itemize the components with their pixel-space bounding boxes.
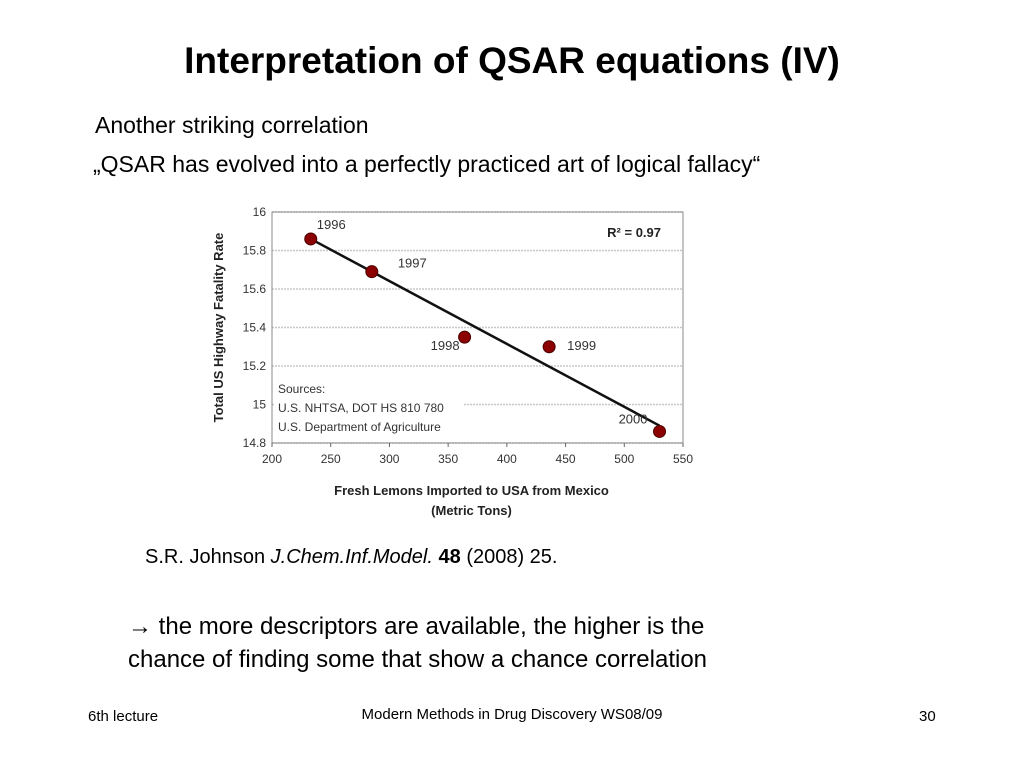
x-tick-label: 300 xyxy=(379,452,399,466)
y-tick-label: 16 xyxy=(253,205,267,219)
plot-frame xyxy=(271,211,684,444)
y-tick-label: 15.8 xyxy=(243,244,267,258)
sources-box: Sources: U.S. NHTSA, DOT HS 810 780 U.S. D… xyxy=(274,378,464,440)
data-label-1999: 1999 xyxy=(567,338,596,353)
footer-page-number: 30 xyxy=(919,708,936,725)
sources-line: Sources: xyxy=(278,382,325,396)
data-point-1997 xyxy=(365,265,379,279)
data-point-1996 xyxy=(304,232,318,246)
tick-labels: 14.8 15 15.2 15.4 15.6 15.8 16 200 250 300 350 400 4… xyxy=(243,205,694,466)
r-squared-label: R² = 0.97 xyxy=(607,225,661,240)
data-label-1997: 1997 xyxy=(398,256,427,271)
data-points: 1996 1997 1998 1999 2000 xyxy=(304,217,667,438)
citation-authors: S.R. Johnson xyxy=(145,546,266,568)
footer-course: Modern Methods in Drug Discovery WS08/09 xyxy=(361,706,663,723)
x-tick-label: 200 xyxy=(262,452,282,466)
citation-volume: 48 xyxy=(438,546,461,568)
y-tick-label: 14.8 xyxy=(243,436,267,450)
conclusion-text: → the more descriptors are available, th… xyxy=(128,610,707,676)
conclusion-line-1-text: the more descriptors are available, the … xyxy=(158,613,705,640)
x-tick-label: 450 xyxy=(556,452,576,466)
sources-line: U.S. Department of Agriculture xyxy=(278,420,441,434)
y-tick-label: 15.2 xyxy=(243,359,267,373)
sources-line: U.S. NHTSA, DOT HS 810 780 xyxy=(278,401,444,415)
x-axis-label-line-1: Fresh Lemons Imported to USA from Mexico xyxy=(334,483,609,498)
conclusion-line-1: → the more descriptors are available, th… xyxy=(128,610,707,643)
y-tick-label: 15.6 xyxy=(243,282,267,296)
data-label-1998: 1998 xyxy=(431,338,460,353)
y-tick-label: 15 xyxy=(253,398,267,412)
data-point-1999 xyxy=(542,340,556,354)
citation: S.R. Johnson J.Chem.Inf.Model. 48 (2008)… xyxy=(145,546,557,569)
y-axis-label: Total US Highway Fatality Rate xyxy=(211,233,226,423)
slide-title: Interpretation of QSAR equations (IV) xyxy=(184,40,840,81)
citation-journal: J.Chem.Inf.Model. xyxy=(270,546,433,568)
y-tick-label: 15.4 xyxy=(243,321,267,335)
subtitle-line-1: Another striking correlation xyxy=(95,112,369,138)
data-label-1996: 1996 xyxy=(317,217,346,232)
data-label-2000: 2000 xyxy=(619,411,648,426)
data-point-1998 xyxy=(458,330,472,344)
x-tick-label: 250 xyxy=(321,452,341,466)
x-tick-label: 500 xyxy=(614,452,634,466)
footer-lecture: 6th lecture xyxy=(88,708,159,725)
data-point-2000 xyxy=(653,424,667,438)
scatter-chart: 14.8 15 15.2 15.4 15.6 15.8 16 200 250 300 350 400 4… xyxy=(211,205,694,518)
citation-year-page: (2008) 25. xyxy=(466,546,558,568)
x-tick-label: 350 xyxy=(438,452,458,466)
sources-background xyxy=(274,378,464,440)
x-axis-label-line-2: (Metric Tons) xyxy=(431,503,512,518)
subtitle-line-2: „QSAR has evolved into a perfectly pract… xyxy=(93,151,761,177)
conclusion-line-2: chance of finding some that show a chanc… xyxy=(128,646,708,673)
x-tick-label: 550 xyxy=(673,452,693,466)
x-tick-label: 400 xyxy=(497,452,517,466)
arrow-symbol: → xyxy=(128,613,152,640)
